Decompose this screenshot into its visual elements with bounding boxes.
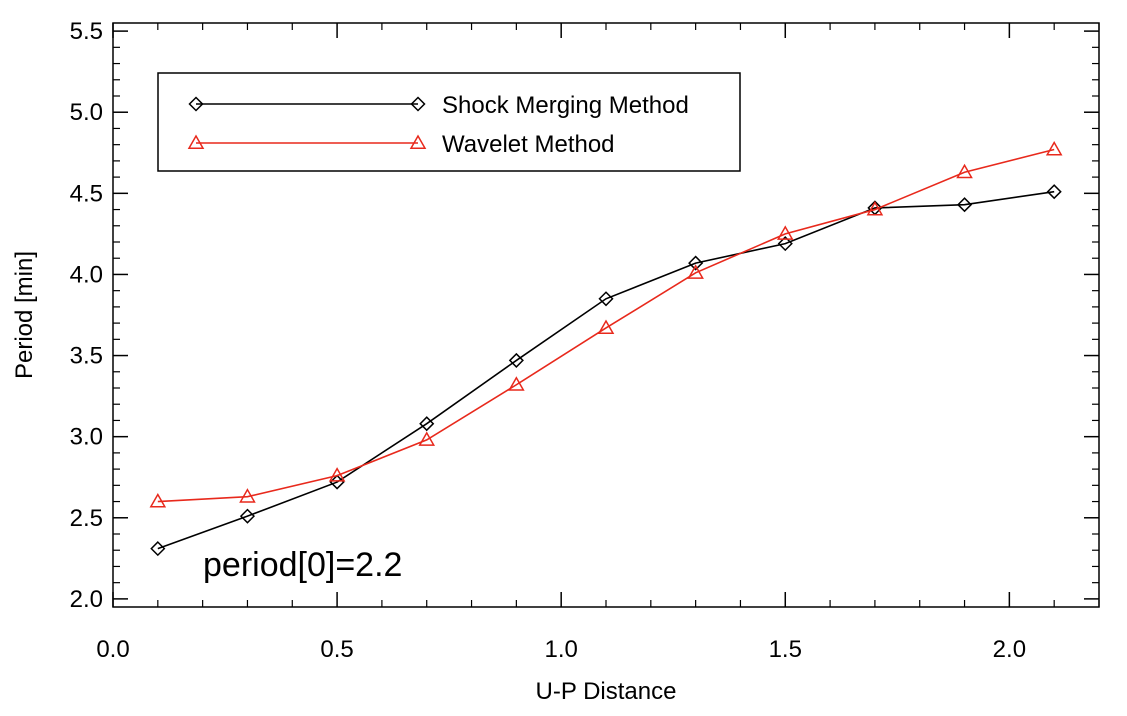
legend-label-wavelet: Wavelet Method — [442, 131, 615, 158]
y-tick-label: 5.0 — [70, 99, 103, 126]
x-tick-label: 0.5 — [320, 636, 353, 663]
legend-box — [157, 72, 741, 172]
legend-marker-shock-merging — [188, 96, 204, 112]
data-point-wavelet — [418, 431, 436, 446]
y-tick-label: 5.5 — [70, 18, 103, 45]
legend-swatches — [187, 96, 427, 149]
data-point-shock-merging — [956, 197, 973, 213]
data-point-shock-merging — [1046, 184, 1062, 200]
series-wavelet — [149, 141, 1063, 508]
y-tick-label: 2.0 — [70, 586, 103, 613]
data-point-wavelet — [328, 467, 346, 482]
series-line-wavelet — [157, 148, 1055, 503]
legend-label-shock-merging: Shock Merging Method — [442, 92, 689, 119]
data-point-wavelet — [508, 376, 525, 391]
data-point-shock-merging — [598, 291, 614, 307]
x-axis-label: U-P Distance — [536, 678, 677, 705]
data-point-wavelet — [776, 225, 794, 240]
data-point-wavelet — [149, 493, 167, 508]
x-tick-label: 1.0 — [544, 636, 577, 663]
data-point-shock-merging — [239, 508, 256, 524]
y-tick-label: 2.5 — [70, 505, 103, 532]
y-tick-label: 3.5 — [70, 343, 103, 370]
y-axis-label: Period [min] — [11, 251, 38, 379]
data-point-shock-merging — [329, 474, 345, 490]
data-point-shock-merging — [688, 255, 704, 271]
y-tick-label: 4.0 — [70, 261, 103, 288]
data-point-wavelet — [687, 264, 704, 279]
data-point-wavelet — [239, 488, 256, 503]
annotation-label: period[0]=2.2 — [203, 546, 402, 584]
y-tick-label: 4.5 — [70, 180, 103, 207]
series-shock-merging — [150, 184, 1062, 557]
x-tick-label: 1.5 — [769, 636, 802, 663]
data-point-shock-merging — [508, 352, 524, 368]
series-layer — [149, 141, 1063, 557]
legend-marker-wavelet — [187, 134, 205, 149]
series-line-shock-merging — [157, 190, 1055, 550]
data-point-wavelet — [956, 163, 973, 179]
x-tick-label: 2.0 — [993, 636, 1026, 663]
data-point-shock-merging — [419, 416, 435, 432]
x-tick-label: 0.0 — [96, 636, 129, 663]
legend-marker-wavelet — [409, 134, 427, 149]
data-point-wavelet — [866, 201, 884, 216]
ticks-layer: 0.0 0.5 1.0 1.5 2.0 2.0 2.5 3.0 3.5 4.0 4.5 5.0 5.5 — [70, 18, 1100, 663]
data-point-shock-merging — [777, 236, 793, 252]
data-point-shock-merging — [150, 541, 166, 557]
data-point-wavelet — [597, 319, 615, 334]
y-tick-label: 3.0 — [70, 424, 103, 451]
data-point-wavelet — [1045, 141, 1063, 156]
legend: Shock Merging Method Wavelet Method — [157, 72, 741, 172]
legend-marker-shock-merging — [410, 96, 426, 112]
